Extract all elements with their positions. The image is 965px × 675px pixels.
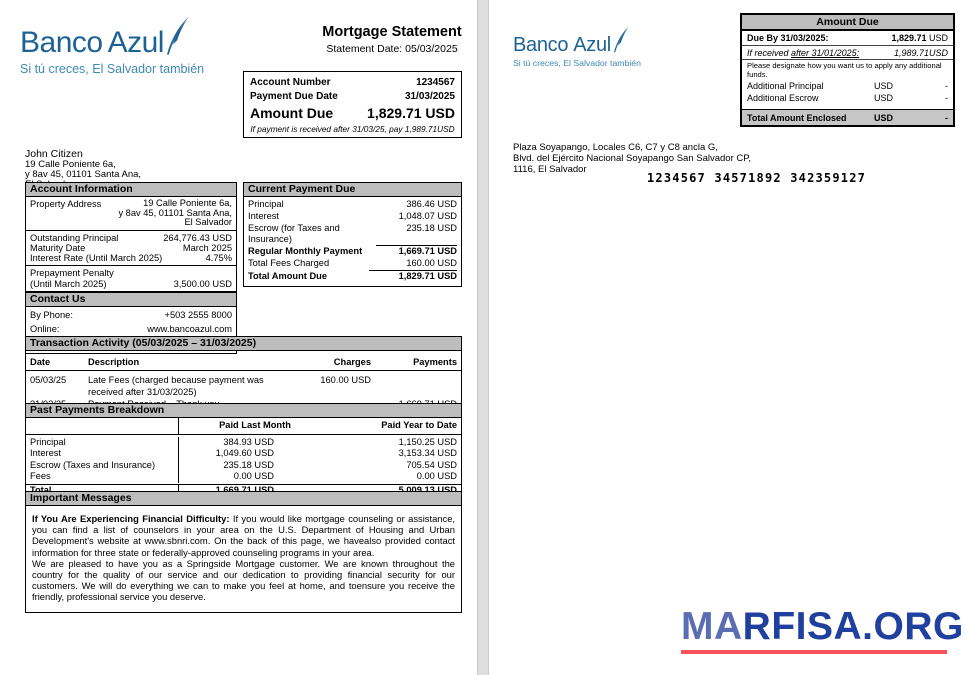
remittance-amount-due-header: Amount Due (742, 15, 953, 31)
table-row: Principal 384.93 USD 1,150.25 USD (30, 436, 457, 448)
remittance-address-line: Plaza Soyapango, Locales C6, C7 y C8 anc… (513, 142, 718, 153)
account-number-label: Account Number (250, 77, 331, 88)
contact-us-header: Contact Us (25, 292, 237, 308)
due-by-row: Due By 31/03/2025: 1,829.71 USD (742, 31, 953, 46)
account-information-header: Account Information (25, 182, 237, 197)
feather-icon (613, 26, 629, 53)
prepayment-penalty-row: Prepayment Penalty (Until March 2025) 3,… (25, 266, 237, 293)
bank-logo-azul: Azul (107, 26, 165, 59)
bank-logo-small: Banco Azul Si tú creces, El Salvador tamb… (513, 26, 641, 68)
financial-difficulty-paragraph: If You Are Experiencing Financial Diffic… (32, 513, 456, 558)
ocr-account-numbers: 1234567 34571892 342359127 (647, 171, 867, 185)
current-payment-due-header: Current Payment Due (243, 182, 462, 197)
customer-welcome-paragraph: We are pleased to have you as a Springsi… (32, 557, 455, 603)
escrow-row: Escrow (for Taxes and Insurance) 235.18 … (248, 222, 457, 247)
outstanding-principal-row: Outstanding Principal 264,776.43 USD (30, 232, 232, 243)
apply-funds-note: Please designate how you want us to appl… (747, 61, 942, 79)
phone-row: By Phone: +503 2555 8000 (30, 309, 232, 322)
statement-page-front: Banco Azul Si tú creces, El Salvador tamb… (0, 0, 477, 675)
table-row: 05/03/25 Late Fees (charged because paym… (30, 375, 371, 398)
account-number-value: 1234567 (416, 77, 455, 88)
online-row: Online: www.bancoazul.com (30, 323, 232, 336)
feather-icon (166, 16, 189, 55)
statement-page-remittance: Banco Azul Si tú creces, El Salvador tamb… (489, 0, 965, 675)
account-number-row: Account Number 1234567 (250, 76, 455, 90)
remittance-address-block: Plaza Soyapango, Locales C6, C7 y C8 anc… (513, 142, 751, 175)
loan-details-rows: Outstanding Principal 264,776.43 USD Mat… (25, 230, 237, 267)
page-divider (477, 0, 489, 675)
due-date-value: 31/03/2025 (404, 90, 455, 102)
table-row: Fees 0.00 USD 0.00 USD (30, 471, 457, 483)
important-messages-header: Important Messages (25, 491, 462, 506)
property-address-value: 19 Calle Poniente 6a, y 8av 45, 01101 Sa… (118, 198, 232, 228)
transaction-table-header: Date Description Charges Payments (26, 351, 461, 371)
watermark-underline (681, 650, 947, 654)
total-fees-charged-row: Total Fees Charged 160.00 USD (244, 258, 461, 271)
total-amount-enclosed-row: Total Amount Enclosed USD - (742, 109, 953, 126)
bank-logo: Banco Azul Si tú creces, El Salvador tamb… (20, 16, 204, 76)
principal-row: Principal 386.46 USD (248, 199, 457, 209)
due-date-label: Payment Due Date (250, 90, 338, 102)
account-summary-box: Account Number 1234567 Payment Due Date … (243, 71, 462, 138)
regular-monthly-payment-row: Regular Monthly Payment 1,669.71 USD (248, 246, 457, 257)
remittance-address-line: Blvd. del Ejército Nacional Soyapango Sa… (513, 152, 751, 164)
table-row: Escrow (Taxes and Insurance) 235.18 USD … (30, 459, 457, 471)
past-payments-section: Past Payments Breakdown Paid Last Month … (25, 403, 462, 497)
important-messages-section: Important Messages If You Are Experienci… (25, 491, 462, 613)
maturity-date-row: Maturity Date March 2025 (30, 242, 232, 253)
payment-due-date-row: Payment Due Date 31/03/2025 (250, 90, 455, 104)
page-title: Mortgage Statement (322, 24, 462, 40)
additional-escrow-entry[interactable]: - (945, 93, 948, 104)
property-address-label: Property Address (30, 199, 102, 209)
amount-due-row: Amount Due 1,829.71 USD (250, 105, 455, 122)
amount-due-value: 1,829.71 USD (367, 105, 455, 121)
recipient-address-line: y 8av 45, 01101 Santa Ana, (25, 168, 142, 180)
transaction-activity-header: Transaction Activity (05/03/2025 – 31/03… (25, 336, 462, 351)
statement-title-block: Mortgage Statement Statement Date: 05/03… (282, 24, 502, 55)
past-payments-header: Past Payments Breakdown (25, 403, 462, 418)
bank-logo-text: Banco Azul (513, 34, 611, 56)
past-payments-table-header: Paid Last Month Paid Year to Date (26, 418, 461, 435)
remittance-amount-due-box: Amount Due Due By 31/03/2025: 1,829.71 U… (740, 13, 955, 128)
contact-us-rows: By Phone: +503 2555 8000 Online: www.ban… (25, 307, 237, 339)
table-row: Interest 1,049.60 USD 3,153.34 USD (30, 448, 457, 460)
additional-escrow-row: Additional Escrow USD - (747, 93, 948, 104)
total-enclosed-entry[interactable]: - (945, 112, 948, 123)
bank-tagline: Si tú creces, El Salvador también (513, 58, 641, 68)
remittance-address-line: 1116, El Salvador (513, 163, 587, 175)
additional-principal-entry[interactable]: - (945, 80, 948, 91)
table-total-row: Total 1,669.71 USD 5,009.13 USD (26, 483, 461, 496)
recipient-address-line: 19 Calle Poniente 6a, (25, 159, 116, 170)
phone-number: +503 2555 8000 (164, 310, 232, 321)
late-received-row: If received after 31/01/2025: 1,989.71US… (742, 46, 953, 60)
amount-due-label: Amount Due (250, 105, 334, 121)
website-url: www.bancoazul.com (147, 323, 232, 334)
bank-logo-text: Banco Azul (20, 28, 164, 58)
bank-logo-banco: Banco (20, 26, 103, 59)
interest-rate-row: Interest Rate (Until March 2025) 4.75% (30, 253, 232, 264)
interest-row: Interest 1,048.07 USD (248, 210, 457, 221)
total-amount-due-row: Total Amount Due 1,829.71 USD (248, 270, 457, 281)
account-information-section: Account Information Property Address 19 … (25, 182, 237, 355)
watermark-logo: MARFISA.ORG (681, 605, 964, 648)
late-payment-note: If payment is received after 31/03/25, p… (250, 124, 455, 134)
additional-principal-row: Additional Principal USD - (747, 80, 948, 91)
bank-tagline: Si tú creces, El Salvador también (20, 62, 205, 76)
current-payment-due-section: Current Payment Due Principal 386.46 USD… (243, 182, 462, 287)
statement-date: Statement Date: 05/03/2025 (326, 43, 458, 55)
recipient-name: John Citizen (25, 148, 83, 160)
property-address-row: Property Address 19 Calle Poniente 6a, y… (25, 197, 237, 231)
